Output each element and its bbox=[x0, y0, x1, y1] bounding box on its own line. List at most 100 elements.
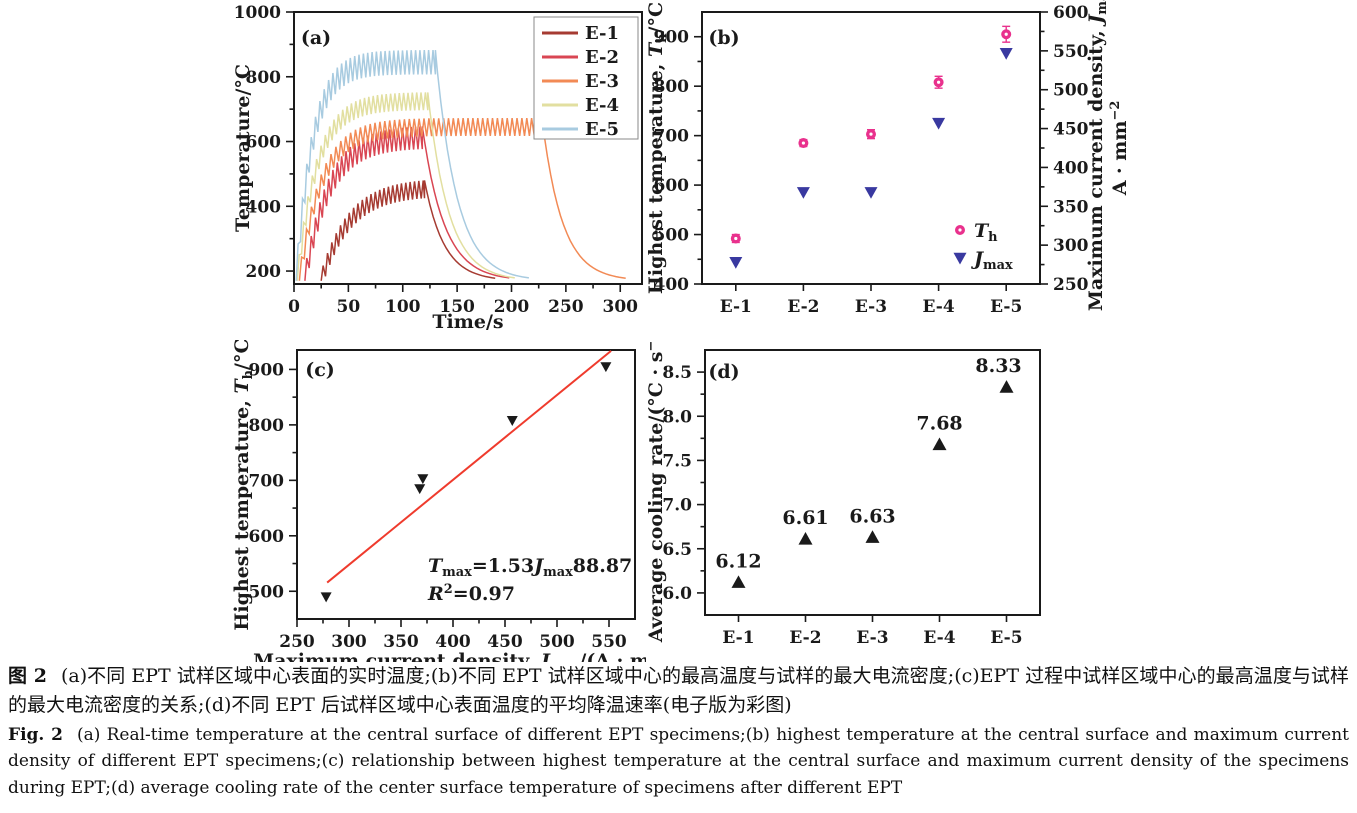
caption-english-label: Fig. 2 bbox=[8, 725, 63, 745]
x-category-label: E-5 bbox=[990, 628, 1022, 648]
triangle-up-marker bbox=[932, 437, 947, 451]
left-axis-label: Highest temperature, Th/°C bbox=[648, 2, 670, 294]
panel-tag: (a) bbox=[301, 27, 331, 49]
x-axis-label: Time/s bbox=[432, 311, 503, 333]
triangle-down-marker bbox=[953, 252, 967, 265]
x-category-label: E-3 bbox=[855, 297, 887, 317]
x-axis-label: Maximum current density, Jmax/(A · mm−2) bbox=[253, 649, 646, 662]
panel-d-svg: 6.0 6.5 7.0 7.5 8.0 8.5 E-1 E-2 E-3 E-4 E-5 Average… bbox=[644, 323, 1041, 648]
x-tick-label: 250 bbox=[279, 632, 315, 652]
legend-label: E-1 bbox=[585, 23, 619, 44]
y-tick-label: 600 bbox=[654, 176, 690, 196]
y-tick-label: 500 bbox=[1053, 81, 1089, 101]
y-tick-label: 7.5 bbox=[662, 451, 692, 471]
series-group bbox=[295, 50, 626, 281]
legend-label-th: Th bbox=[974, 220, 998, 245]
y-tick-label: 200 bbox=[246, 262, 282, 282]
caption-chinese-label: 图 2 bbox=[8, 665, 47, 687]
panel-c-svg: 500 600 700 800 900 250 300 350 400 450 500 550 High… bbox=[231, 338, 699, 675]
x-category-label: E-2 bbox=[789, 628, 821, 648]
caption-chinese: 图 2 (a)不同 EPT 试样区域中心表面的实时温度;(b)不同 EPT 试样区… bbox=[8, 662, 1349, 719]
panel-c-temp-vs-current-density-fit-chart: 500 600 700 800 900 250 300 350 400 450 500 550 High… bbox=[231, 338, 699, 675]
fit-line bbox=[326, 350, 612, 584]
caption-english: Fig. 2 (a) Real-time temperature at the c… bbox=[8, 722, 1349, 801]
figure-caption: 图 2 (a)不同 EPT 试样区域中心表面的实时温度;(b)不同 EPT 试样区… bbox=[8, 662, 1349, 801]
triangle-down-marker bbox=[506, 416, 518, 426]
x-tick-label: 250 bbox=[548, 297, 584, 317]
x-tick-label: 0 bbox=[288, 297, 300, 317]
panel-tag: (c) bbox=[305, 359, 335, 381]
triangle-down-marker bbox=[320, 592, 332, 603]
caption-chinese-text: (a)不同 EPT 试样区域中心表面的实时温度;(b)不同 EPT 试样区域中心… bbox=[8, 665, 1349, 716]
legend-label: E-3 bbox=[585, 71, 619, 92]
x-category-label: E-3 bbox=[856, 628, 888, 648]
point-value-label: 8.33 bbox=[975, 355, 1021, 377]
y-tick-label: 700 bbox=[654, 127, 690, 147]
y-tick-label: 800 bbox=[246, 68, 282, 88]
triangle-down-marker bbox=[600, 362, 612, 373]
triangle-down-marker bbox=[417, 474, 429, 485]
legend: Th Jmax bbox=[953, 220, 1013, 273]
y-tick-label: 550 bbox=[1053, 42, 1089, 62]
legend: E-1 E-2 E-3 E-4 E-5 bbox=[533, 16, 639, 140]
panel-a-realtime-temperature-chart: 200 400 600 800 1000 0 50 100 150 200 250 300 Temper… bbox=[232, 0, 646, 336]
y-tick-label: 400 bbox=[246, 197, 282, 217]
r-squared: R2=0.97 bbox=[427, 582, 515, 605]
triangle-down-marker bbox=[414, 484, 426, 495]
triangle-down-marker bbox=[999, 47, 1013, 60]
x-tick-label: 150 bbox=[439, 297, 475, 317]
triangle-up-marker bbox=[865, 530, 880, 543]
y-tick-label: 8.0 bbox=[662, 407, 692, 427]
y-tick-label: 8.5 bbox=[662, 363, 692, 383]
panel-d-average-cooling-rate-chart: 6.0 6.5 7.0 7.5 8.0 8.5 E-1 E-2 E-3 E-4 E-5 Average… bbox=[644, 323, 1153, 662]
series-line-E-3 bbox=[298, 117, 626, 281]
triangle-down-marker bbox=[729, 257, 743, 269]
y-tick-label: 700 bbox=[249, 471, 285, 491]
y-axis-label: Average cooling rate/(°C · s−1) bbox=[648, 340, 667, 643]
panel-a-svg: 200 400 600 800 1000 0 50 100 150 200 250 300 Temper… bbox=[232, 3, 643, 333]
caption-english-text: (a) Real-time temperature at the central… bbox=[8, 725, 1349, 798]
legend-label: E-5 bbox=[585, 119, 619, 140]
y-tick-label: 6.0 bbox=[662, 584, 692, 604]
y-tick-label: 400 bbox=[1053, 158, 1089, 178]
y-tick-label: 800 bbox=[249, 416, 285, 436]
y-tick-label: 500 bbox=[249, 582, 285, 602]
x-tick-label: 450 bbox=[487, 632, 523, 652]
right-axis-label-line1: Maximum current density, Jmax bbox=[1085, 0, 1110, 311]
panel-b-svg: 400 500 600 700 800 900 250 300 350 400 450 500 550 6… bbox=[645, 0, 1131, 317]
x-category-label: E-4 bbox=[923, 628, 955, 648]
y-tick-label: 7.0 bbox=[662, 496, 692, 516]
x-tick-label: 350 bbox=[383, 632, 419, 652]
y-tick-label: 600 bbox=[1053, 3, 1089, 23]
triangle-up-marker bbox=[999, 380, 1014, 393]
point-value-label: 7.68 bbox=[916, 413, 962, 435]
y-tick-label: 400 bbox=[654, 275, 690, 295]
triangle-up-marker bbox=[731, 575, 746, 588]
y-tick-label: 900 bbox=[654, 28, 690, 48]
panel-tag: (d) bbox=[708, 361, 739, 383]
triangle-up-marker bbox=[798, 532, 813, 545]
plot-frame bbox=[293, 11, 643, 285]
right-axis-label-line2: A · mm−2 bbox=[1108, 101, 1131, 197]
x-category-label: E-4 bbox=[923, 297, 955, 317]
panel-b-highest-temp-current-density-chart: 400 500 600 700 800 900 250 300 350 400 450 500 550 6… bbox=[645, 0, 1153, 336]
y-tick-label: 800 bbox=[654, 77, 690, 97]
x-category-label: E-1 bbox=[720, 297, 752, 317]
x-category-label: E-5 bbox=[990, 297, 1022, 317]
x-tick-label: 500 bbox=[539, 632, 575, 652]
point-value-label: 6.12 bbox=[715, 550, 761, 572]
series-line-E-4 bbox=[296, 92, 515, 281]
y-tick-label: 250 bbox=[1053, 275, 1089, 295]
legend-label: E-4 bbox=[585, 95, 619, 116]
plot-frame bbox=[704, 349, 1041, 616]
y-axis-label: Highest temperature, Th/°C bbox=[232, 340, 256, 631]
fit-equation: Tmax=1.53Jmax88.87 bbox=[428, 555, 632, 580]
series-line-E-1 bbox=[320, 180, 496, 281]
triangle-down-marker bbox=[932, 117, 946, 130]
x-tick-label: 400 bbox=[435, 632, 471, 652]
y-tick-label: 500 bbox=[654, 226, 690, 246]
series-line-E-5 bbox=[295, 50, 530, 281]
x-tick-label: 300 bbox=[603, 297, 639, 317]
plot-frame bbox=[296, 349, 636, 620]
x-tick-label: 300 bbox=[331, 632, 367, 652]
